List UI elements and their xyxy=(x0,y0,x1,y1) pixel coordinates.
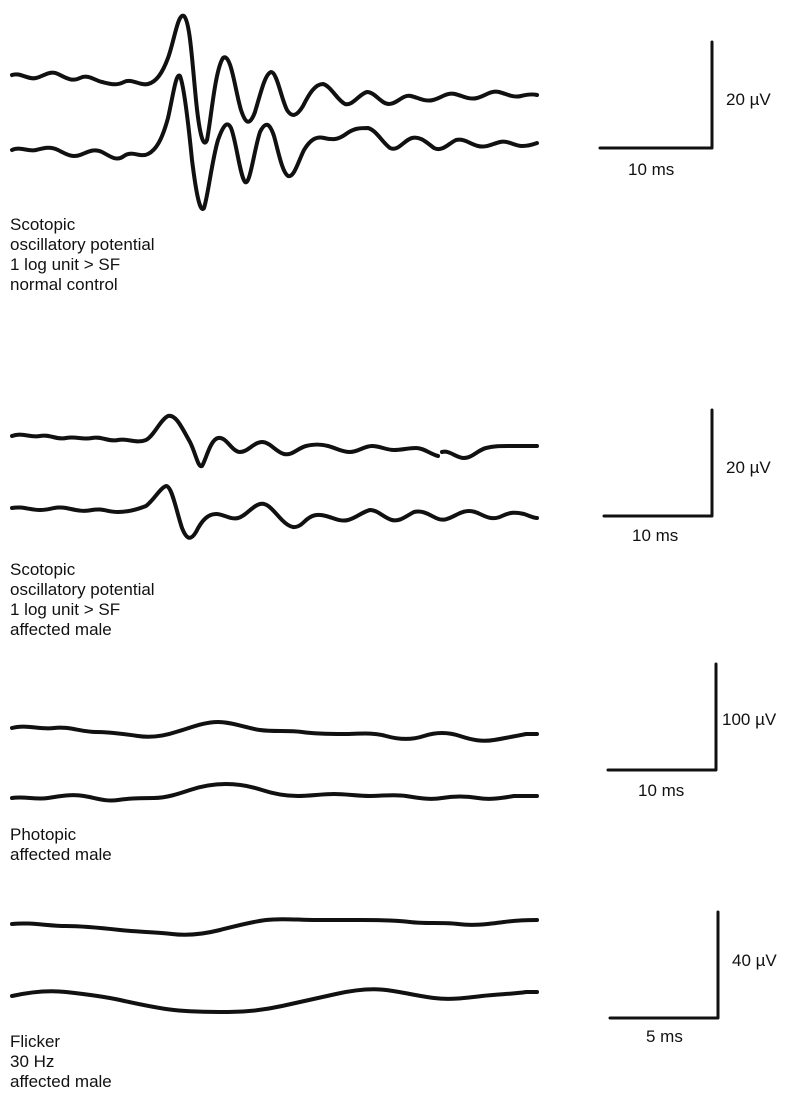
scale-amplitude-label-4: 40 µV xyxy=(732,951,777,970)
caption-line: oscillatory potential xyxy=(10,580,155,599)
scale-bar-4 xyxy=(608,910,720,1020)
caption-flicker-affected: Flicker 30 Hz affected male xyxy=(10,1032,112,1092)
panel-flicker-affected xyxy=(10,910,720,1020)
scale-amplitude-label-1: 20 µV xyxy=(726,90,771,109)
scale-bar-3 xyxy=(606,662,718,772)
trace-photopic-affected-2 xyxy=(10,782,539,803)
scale-amplitude-label-2: 20 µV xyxy=(726,458,771,477)
trace-scotopic-normal-1 xyxy=(10,13,539,145)
caption-line: Flicker xyxy=(10,1032,61,1051)
caption-line: affected male xyxy=(10,1072,112,1091)
trace-scotopic-affected-1 xyxy=(10,413,539,469)
trace-scotopic-affected-2 xyxy=(10,484,539,540)
panel-scotopic-normal xyxy=(10,13,714,211)
scale-bar-2 xyxy=(602,408,714,518)
caption-photopic-affected: Photopic affected male xyxy=(10,825,112,865)
caption-scotopic-normal: Scotopic oscillatory potential 1 log uni… xyxy=(10,215,155,295)
caption-line: 1 log unit > SF xyxy=(10,255,121,274)
scale-time-label-4: 5 ms xyxy=(646,1027,683,1046)
caption-line: Scotopic xyxy=(10,560,76,579)
trace-scotopic-normal-2 xyxy=(10,73,539,211)
scale-time-label-3: 10 ms xyxy=(638,781,685,800)
scale-amplitude-label-3: 100 µV xyxy=(722,710,777,729)
scale-time-label-1: 10 ms xyxy=(628,160,675,179)
caption-line: Scotopic xyxy=(10,215,76,234)
caption-line: Photopic xyxy=(10,825,77,844)
scale-bar-1 xyxy=(598,40,714,150)
trace-flicker-affected-2 xyxy=(10,987,539,1014)
scale-time-label-2: 10 ms xyxy=(632,526,679,545)
trace-photopic-affected-1 xyxy=(10,720,539,743)
trace-flicker-affected-1 xyxy=(10,917,539,937)
panel-photopic-affected xyxy=(10,662,718,803)
caption-line: oscillatory potential xyxy=(10,235,155,254)
caption-line: affected male xyxy=(10,845,112,864)
caption-line: affected male xyxy=(10,620,112,639)
caption-scotopic-affected: Scotopic oscillatory potential 1 log uni… xyxy=(10,560,155,640)
panel-scotopic-affected xyxy=(10,408,714,540)
caption-line: 30 Hz xyxy=(10,1052,55,1071)
caption-line: 1 log unit > SF xyxy=(10,600,121,619)
caption-line: normal control xyxy=(10,275,118,294)
